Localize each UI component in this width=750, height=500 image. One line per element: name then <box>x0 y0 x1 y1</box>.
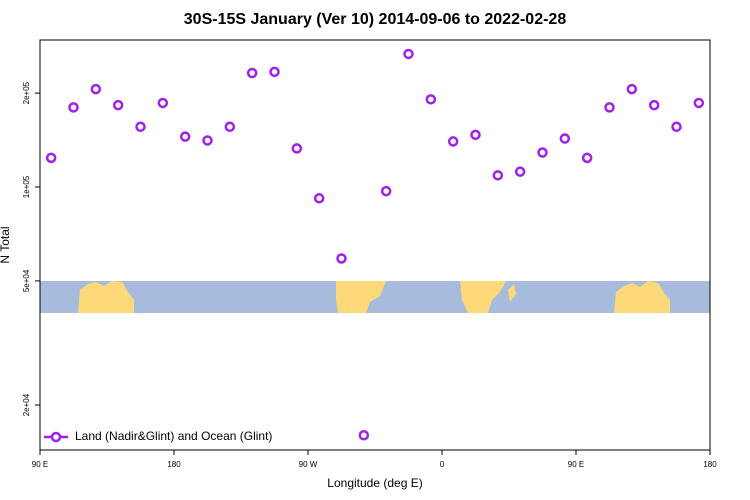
point <box>313 193 325 204</box>
y-tick-label: 1e+05 <box>22 175 31 198</box>
point <box>581 152 593 164</box>
point <box>604 102 615 113</box>
point <box>492 170 504 181</box>
point <box>671 121 682 133</box>
point <box>380 185 392 197</box>
point <box>447 136 459 147</box>
point <box>45 152 57 164</box>
point <box>246 67 258 79</box>
y-axis-label: N Total <box>0 226 12 263</box>
point <box>626 83 638 95</box>
point <box>403 48 414 60</box>
point <box>135 121 146 133</box>
x-axis-label: Longitude (deg E) <box>327 476 422 490</box>
point <box>157 97 169 109</box>
point <box>112 99 124 111</box>
point <box>90 83 102 95</box>
plot-frame <box>39 39 711 451</box>
y-tick-label: 5e+04 <box>22 269 31 292</box>
point <box>559 133 571 144</box>
y-tick-label: 2e+05 <box>22 81 31 104</box>
map-band <box>40 281 710 313</box>
point <box>537 147 548 158</box>
point <box>179 131 191 142</box>
point <box>470 129 481 141</box>
x-tick-label: 90 E <box>32 460 48 469</box>
point <box>68 102 79 113</box>
point <box>202 135 213 146</box>
y-tick-label: 2e+04 <box>22 393 31 416</box>
point <box>269 66 280 78</box>
x-tick-label: 180 <box>703 460 717 469</box>
x-tick-label: 180 <box>167 460 181 469</box>
point <box>336 253 347 264</box>
point <box>224 121 236 133</box>
legend-marker <box>50 431 62 443</box>
x-tick-label: 90 W <box>299 460 318 469</box>
x-tick-label: 0 <box>440 460 445 469</box>
point <box>693 97 705 109</box>
point <box>291 143 303 154</box>
legend-label: Land (Nadir&Glint) and Ocean (Glint) <box>75 429 272 443</box>
x-tick-label: 90 E <box>568 460 584 469</box>
point <box>358 430 370 441</box>
chart-title: 30S-15S January (Ver 10) 2014-09-06 to 2… <box>184 11 567 28</box>
point <box>514 166 526 177</box>
point <box>425 94 437 105</box>
point <box>648 99 660 111</box>
